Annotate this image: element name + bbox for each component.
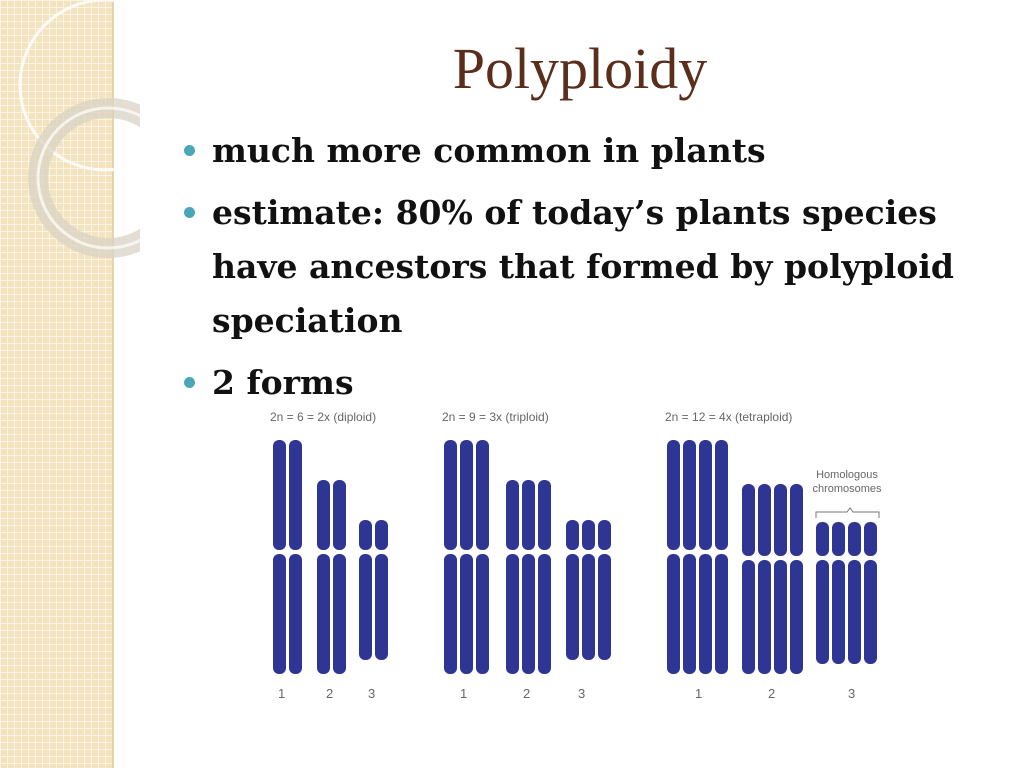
chromosome-arm bbox=[699, 554, 712, 674]
chromosome-arm bbox=[273, 440, 286, 550]
bullet-dot-icon bbox=[184, 145, 195, 156]
homologous-chromosomes-label: Homologous chromosomes bbox=[802, 468, 892, 496]
homologous-label-line: chromosomes bbox=[812, 483, 882, 495]
chromosome-arm bbox=[289, 554, 302, 674]
chromosome-arm bbox=[758, 560, 771, 674]
bullet-list: much more common in plants estimate: 80%… bbox=[182, 124, 962, 418]
bullet-text: 2 forms bbox=[212, 363, 354, 402]
chromosome-arm bbox=[317, 554, 330, 674]
chromosome-number: 2 bbox=[326, 686, 334, 701]
chromosome-arm bbox=[699, 440, 712, 550]
chromosome-arm bbox=[683, 440, 696, 550]
tetraploid-caption: 2n = 12 = 4x (tetraploid) bbox=[665, 410, 793, 424]
chromosome-arm bbox=[522, 554, 535, 674]
chromosome-arm bbox=[444, 440, 457, 550]
chromosome-arm bbox=[832, 522, 845, 556]
chromosome-arm bbox=[667, 440, 680, 550]
chromosome-arm bbox=[476, 554, 489, 674]
chromosome-arm bbox=[333, 480, 346, 550]
diploid-caption: 2n = 6 = 2x (diploid) bbox=[270, 410, 377, 424]
bullet-text: estimate: 80% of today’s plants species … bbox=[212, 193, 954, 340]
chromosome-arm bbox=[359, 554, 372, 660]
side-panel-edge bbox=[112, 0, 114, 768]
chromosome-arm bbox=[506, 480, 519, 550]
bullet-item: much more common in plants bbox=[182, 124, 962, 178]
chromosome-arm bbox=[582, 520, 595, 550]
chromosome-drawing bbox=[273, 440, 880, 674]
chromosome-arm bbox=[774, 560, 787, 674]
chromosome-arm bbox=[460, 440, 473, 550]
chromosome-number: 1 bbox=[278, 686, 286, 701]
chromosome-arm bbox=[667, 554, 680, 674]
chromosome-arm bbox=[715, 554, 728, 674]
chromosome-number: 3 bbox=[578, 686, 586, 701]
chromosome-arm bbox=[317, 480, 330, 550]
homologous-label-line: Homologous bbox=[816, 469, 878, 481]
chromosome-arm bbox=[444, 554, 457, 674]
chromosome-arm bbox=[848, 522, 861, 556]
chromosome-number: 3 bbox=[368, 686, 376, 701]
chromosome-arm bbox=[476, 440, 489, 550]
chromosome-arm bbox=[375, 520, 388, 550]
chromosome-arm bbox=[742, 484, 755, 556]
decorative-rings bbox=[18, 0, 140, 258]
triploid-caption: 2n = 9 = 3x (triploid) bbox=[442, 410, 549, 424]
chromosome-arm bbox=[816, 522, 829, 556]
chromosome-arm bbox=[790, 560, 803, 674]
chromosome-arm bbox=[359, 520, 372, 550]
chromosome-arm bbox=[333, 554, 346, 674]
chromosome-arm bbox=[742, 560, 755, 674]
chromosome-arm bbox=[864, 522, 877, 556]
chromosome-number: 2 bbox=[768, 686, 776, 701]
chromosome-arm bbox=[832, 560, 845, 664]
chromosome-arm bbox=[598, 520, 611, 550]
chromosome-arm bbox=[289, 440, 302, 550]
chromosome-arm bbox=[522, 480, 535, 550]
chromosome-number: 3 bbox=[848, 686, 856, 701]
chromosome-arm bbox=[506, 554, 519, 674]
chromosome-arm bbox=[566, 554, 579, 660]
bullet-text: much more common in plants bbox=[212, 131, 766, 170]
chromosome-arm bbox=[790, 484, 803, 556]
chromosome-arm bbox=[375, 554, 388, 660]
chromosome-arm bbox=[683, 554, 696, 674]
chromosome-number: 2 bbox=[523, 686, 531, 701]
slide-title: Polyploidy bbox=[452, 36, 708, 101]
bullet-dot-icon bbox=[184, 207, 195, 218]
chromosome-arm bbox=[460, 554, 473, 674]
chromosome-arm bbox=[816, 560, 829, 664]
chromosome-arm bbox=[715, 440, 728, 550]
chromosome-arm bbox=[864, 560, 877, 664]
chromosome-arm bbox=[774, 484, 787, 556]
homologous-bracket bbox=[815, 507, 880, 518]
chromosome-arm bbox=[538, 554, 551, 674]
polyploidy-figure: 2n = 6 = 2x (diploid) 2n = 9 = 3x (tripl… bbox=[255, 402, 905, 712]
chromosome-arm bbox=[758, 484, 771, 556]
chromosome-arm bbox=[273, 554, 286, 674]
chromosome-arm bbox=[598, 554, 611, 660]
bullet-dot-icon bbox=[184, 377, 195, 388]
bullet-item: estimate: 80% of today’s plants species … bbox=[182, 186, 962, 348]
chromosome-arm bbox=[582, 554, 595, 660]
chromosome-arm bbox=[848, 560, 861, 664]
chromosome-number: 1 bbox=[695, 686, 703, 701]
chromosome-arm bbox=[538, 480, 551, 550]
bullet-item: 2 forms bbox=[182, 356, 962, 410]
chromosome-arm bbox=[566, 520, 579, 550]
chromosome-number: 1 bbox=[460, 686, 468, 701]
